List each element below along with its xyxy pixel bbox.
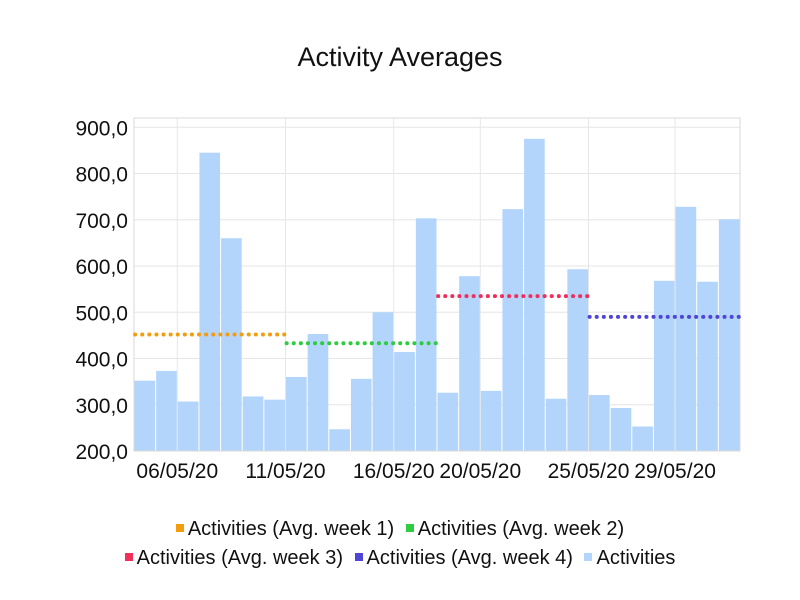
legend-item-avg-week-3[interactable]: Activities (Avg. week 3) [124,547,343,570]
bar-13 [415,218,437,451]
bar-14 [437,392,459,451]
x-tick-label-0: 06/05/20 [136,460,218,483]
y-tick-label-3: 500,0 [75,302,128,325]
legend-row-2: Activities (Avg. week 3) Activities (Avg… [0,547,800,570]
bar-2 [177,401,199,451]
y-tick-label-6: 800,0 [75,164,128,187]
bar-19 [545,398,567,451]
bar-6 [264,399,285,451]
bar-12 [394,352,415,451]
chart-title: Activity Averages [297,42,503,72]
legend-item-avg-week-2[interactable]: Activities (Avg. week 2) [405,518,625,541]
bar-17 [502,209,524,451]
legend-item-avg-week-1[interactable]: Activities (Avg. week 1) [175,518,395,541]
y-tick-label-1: 300,0 [75,395,128,418]
legend-label-avg-week-1: Activities (Avg. week 1) [187,518,395,540]
bar-4 [221,238,242,451]
bar-3 [199,152,221,451]
bar-15 [459,276,480,451]
bar-0 [134,380,156,451]
y-tick-label-4: 600,0 [75,256,128,279]
legend-swatch-avg-week-2 [405,523,414,532]
legend-item-activities[interactable]: Activities [584,547,675,570]
bar-22 [610,407,632,451]
legend-row-1: Activities (Avg. week 1) Activities (Avg… [0,518,800,541]
x-tick-label-3: 20/05/20 [439,460,521,483]
bar-5 [242,396,264,451]
x-tick-label-4: 25/05/20 [548,460,630,483]
bar-16 [480,390,502,451]
bar-11 [372,312,394,451]
x-tick-label-2: 16/05/20 [353,460,435,483]
bar-24 [653,280,675,451]
y-tick-label-2: 400,0 [75,349,128,372]
plot-frame [133,117,741,452]
bar-23 [632,426,653,451]
bar-9 [329,429,350,451]
legend-label-avg-week-4: Activities (Avg. week 4) [366,547,573,569]
bar-25 [675,206,697,451]
legend-swatch-avg-week-1 [175,523,184,532]
x-tick-label-1: 11/05/20 [245,460,325,483]
bar-8 [307,333,329,451]
legend-item-avg-week-4[interactable]: Activities (Avg. week 4) [354,547,573,570]
bar-26 [697,281,718,451]
y-tick-label-0: 200,0 [75,441,128,464]
y-tick-label-7: 900,0 [75,117,128,140]
legend-label-avg-week-3: Activities (Avg. week 3) [136,547,343,569]
bar-21 [589,395,610,451]
legend-swatch-avg-week-4 [354,552,363,561]
bar-18 [524,138,545,451]
legend-label-activities: Activities [596,547,676,569]
bar-1 [156,370,177,451]
bar-27 [718,219,740,451]
legend-label-avg-week-2: Activities (Avg. week 2) [417,518,625,540]
bar-7 [286,377,307,451]
bar-20 [567,269,588,451]
x-tick-label-5: 29/05/20 [634,460,716,483]
legend-swatch-activities [584,552,593,561]
bar-10 [350,378,372,451]
y-tick-label-5: 700,0 [75,210,128,233]
legend-swatch-avg-week-3 [124,552,133,561]
